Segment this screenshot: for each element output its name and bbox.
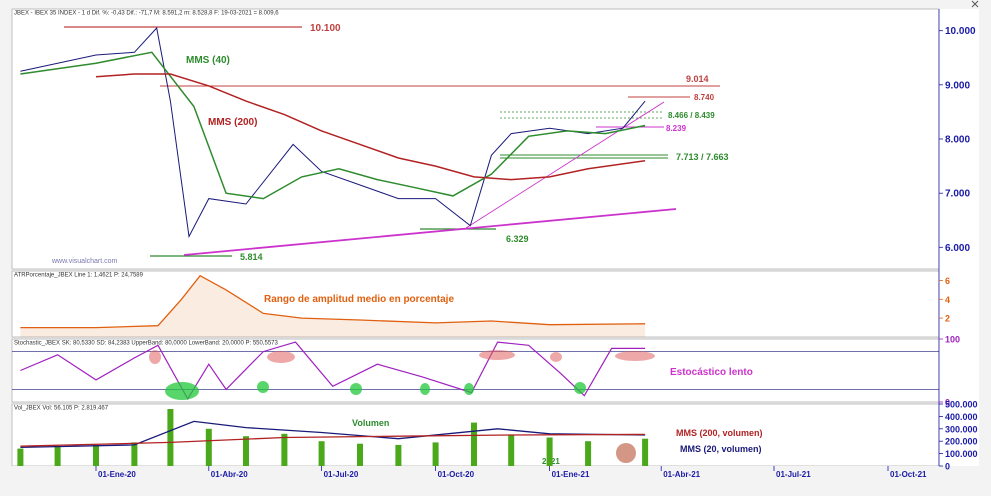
volume-bar <box>546 437 553 466</box>
y-tick-label: 10.000 <box>945 26 976 37</box>
label-stochastic-note: Estocástico lento <box>670 367 753 378</box>
y-tick-label: 100 <box>945 335 960 345</box>
x-tick-label: 01-Jul-20 <box>324 470 359 479</box>
volume-panel-title: Vol_JBEX Vol: 56.105 P: 2.819.467 <box>14 406 109 412</box>
volume-bar <box>357 443 363 466</box>
label-level-8466: 8.466 / 8.439 <box>668 111 715 120</box>
label-level-9014: 9.014 <box>686 74 709 84</box>
x-tick-label: 01-Abr-20 <box>211 470 248 479</box>
atr-line <box>20 274 646 329</box>
volume-bar <box>131 442 138 466</box>
y-tick-label: 8.000 <box>945 135 970 146</box>
y-tick-label: 6.000 <box>945 243 970 254</box>
label-level-8740: 8.740 <box>694 93 715 102</box>
atr-area <box>20 274 646 337</box>
y-tick-label: 300.000 <box>945 424 978 434</box>
x-tick-label: 01-Jul-21 <box>776 470 811 479</box>
volume-bar <box>205 428 212 466</box>
series-line-price <box>20 26 646 239</box>
y-tick-label: 6 <box>945 276 950 286</box>
label-volume-mms200: MMS (200, volumen) <box>676 428 763 438</box>
y-tick-label: 2 <box>945 314 950 324</box>
volume-bar <box>585 441 592 466</box>
watermark: www.visualchart.com <box>51 258 118 265</box>
close-icon[interactable] <box>968 0 982 8</box>
x-tick-label: 01-Oct-21 <box>890 470 927 479</box>
x-tick-label: 01-Oct-20 <box>438 470 475 479</box>
atr-panel <box>11 270 940 338</box>
y-tick-label: 200.000 <box>945 437 978 447</box>
long-term-support-trendline <box>183 208 677 256</box>
stochastic-panel-title: Stochastic_JBEX SK: 80,5330 SD: 84,2383 … <box>14 341 279 347</box>
volume-bars <box>17 409 649 466</box>
axes-ticks: 10.0009.0008.0007.0006.0006421000500.000… <box>95 26 978 479</box>
series-line-ma40 <box>20 51 646 200</box>
volume-ma-line <box>20 420 646 449</box>
series-lines <box>20 26 646 449</box>
volume-bar <box>93 444 99 466</box>
label-atr-note: Rango de amplitud medio en porcentaje <box>264 294 454 305</box>
stochastic-highlights <box>149 350 655 463</box>
y-tick-label: 0 <box>945 398 950 408</box>
label-mms40: MMS (40) <box>186 55 230 66</box>
y-tick-label: 0 <box>945 462 950 472</box>
y-tick-label: 9.000 <box>945 80 970 91</box>
volume-bar <box>508 435 515 466</box>
volume-bar <box>243 436 249 466</box>
label-level-10100: 10.100 <box>310 23 341 34</box>
x-tick-label: 01-Ene-20 <box>98 470 136 479</box>
y-tick-label: 400.000 <box>945 412 978 422</box>
volume-bar <box>471 422 477 466</box>
label-volume-mms20: MMS (20, volumen) <box>680 444 762 454</box>
x-tick-label: 01-Abr-21 <box>663 470 700 479</box>
label-mms200: MMS (200) <box>208 117 257 128</box>
volume-bar <box>642 438 649 466</box>
volume-bar <box>318 441 325 466</box>
price-panel-title: JBEX - IBEX 35 INDEX - 1 d Dif. %: -0,43… <box>14 11 279 17</box>
atr-panel-title: ATRPorcentaje_JBEX Line 1: 1,4621 P: 24,… <box>14 273 144 279</box>
label-level-5814: 5.814 <box>240 252 263 262</box>
label-volume-note: Volumen <box>352 418 389 428</box>
drawn-analysis-lines <box>64 26 720 257</box>
volume-bar <box>432 442 439 466</box>
y-tick-label: 7.000 <box>945 189 970 200</box>
y-tick-label: 500.000 <box>945 400 978 410</box>
label-level-7713: 7.713 / 7.663 <box>676 152 729 162</box>
y-tick-label: 4 <box>945 295 950 305</box>
y-tick-label: 100.000 <box>945 449 978 459</box>
volume-bar <box>395 444 402 466</box>
x-tick-label: 01-Ene-21 <box>552 470 590 479</box>
y-axis-column <box>939 9 979 466</box>
x-axis-strip <box>0 466 991 496</box>
series-line-ma200 <box>95 73 646 181</box>
volume-ma-line <box>20 433 646 447</box>
stochastic-line <box>20 341 646 401</box>
volume-bar <box>167 409 174 466</box>
volume-bar <box>17 448 24 466</box>
short-term-support-trendline <box>465 101 665 229</box>
label-level-6329: 6.329 <box>506 234 529 244</box>
volume-bar <box>54 446 61 466</box>
label-level-8239: 8.239 <box>666 124 687 133</box>
volume-bar <box>281 433 288 466</box>
price-panel <box>11 8 940 270</box>
